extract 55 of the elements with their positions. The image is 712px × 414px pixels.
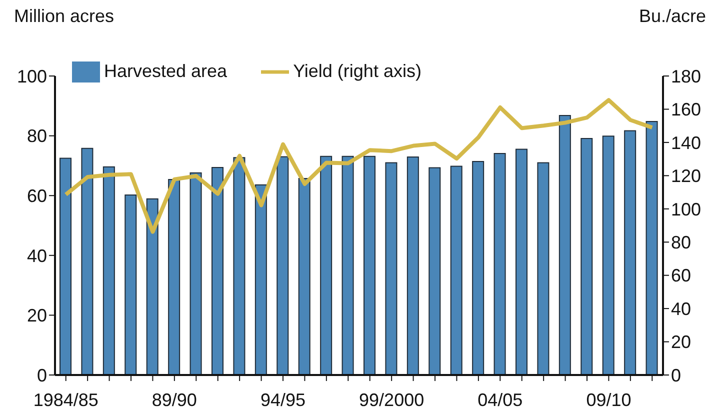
bar [428,167,441,375]
y2-tick-label: 20 [671,332,692,352]
y-tick-label: 100 [16,66,47,86]
bar [276,156,289,375]
y2-tick-label: 60 [671,266,692,286]
y2-tick-label: 100 [671,199,702,220]
bar [81,148,94,375]
bar [406,156,419,375]
y2-tick-label: 80 [671,232,692,252]
y-axis-title: Million acres [14,6,114,27]
bar [124,194,137,375]
bar [450,166,462,375]
bar [212,166,224,375]
bar [624,130,636,375]
bar [298,178,310,375]
y2-tick-label: 140 [671,132,702,153]
bar [516,148,528,375]
y-tick-label: 0 [36,365,47,386]
bar [385,162,398,375]
bar [254,184,267,375]
x-tick-label: 99/2000 [359,390,424,410]
y2-tick-label: 40 [671,298,692,319]
y-tick-label: 40 [26,246,47,266]
bar [233,157,246,375]
y-tick-label: 20 [26,306,47,326]
bar [168,178,180,375]
bar [580,138,593,375]
bar [146,198,158,375]
line-series [64,98,654,234]
y-tick-label: 80 [26,126,47,146]
x-tick-label: 09/10 [586,390,632,410]
y2-axis-title: Bu./acre [638,6,706,27]
legend-label: Harvested area [104,60,228,81]
bar [494,152,506,375]
y2-tick-label: 120 [671,166,702,186]
bar [472,161,484,375]
bar [60,158,72,375]
x-tick-label: 04/05 [478,390,523,410]
bar [342,156,354,375]
bar [364,156,376,375]
bar [602,136,614,375]
x-tick-label: 94/95 [260,390,306,410]
x-tick-label: 1984/85 [33,390,98,410]
y2-tick-label: 160 [671,100,702,120]
bar [102,166,115,375]
y2-tick-label: 0 [671,365,682,386]
y2-tick-label: 180 [671,66,702,86]
bar [190,172,202,375]
bar [537,162,550,375]
y-tick-label: 60 [26,186,47,206]
legend-label: Yield (right axis) [293,60,422,81]
bar [558,114,571,375]
bar [320,156,332,375]
x-tick-label: 89/90 [152,390,197,410]
bar [646,120,658,375]
